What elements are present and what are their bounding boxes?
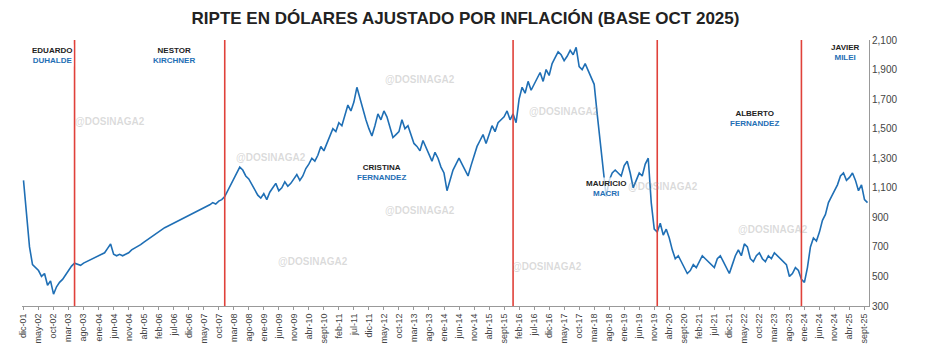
svg-text:sept-15: sept-15 xyxy=(499,314,509,344)
svg-text:JAVIERMILEI: JAVIERMILEI xyxy=(831,43,860,62)
svg-text:mar-03: mar-03 xyxy=(63,314,73,343)
svg-text:may-22: may-22 xyxy=(739,314,749,344)
svg-text:feb-21: feb-21 xyxy=(694,314,704,340)
svg-text:CRISTINAFERNANDEZ: CRISTINAFERNANDEZ xyxy=(357,163,406,182)
svg-text:dic-16: dic-16 xyxy=(544,314,554,339)
svg-text:2,100: 2,100 xyxy=(872,35,897,46)
svg-text:nov-14: nov-14 xyxy=(469,314,479,342)
svg-text:abr-15: abr-15 xyxy=(484,314,494,340)
svg-text:jun-14: jun-14 xyxy=(454,314,464,340)
svg-text:jun-24: jun-24 xyxy=(814,314,824,340)
svg-text:sept-20: sept-20 xyxy=(679,314,689,344)
svg-text:ago-23: ago-23 xyxy=(784,314,794,342)
svg-text:abr-20: abr-20 xyxy=(664,314,674,340)
svg-text:@DOSINAGA2: @DOSINAGA2 xyxy=(75,116,145,127)
svg-text:mar-13: mar-13 xyxy=(409,314,419,343)
svg-text:may-17: may-17 xyxy=(559,314,569,344)
svg-text:jun-09: jun-09 xyxy=(274,314,284,340)
svg-text:oct-07: oct-07 xyxy=(214,314,224,339)
svg-text:oct-22: oct-22 xyxy=(754,314,764,339)
svg-text:mar-23: mar-23 xyxy=(769,314,779,343)
svg-text:sept-10: sept-10 xyxy=(319,314,329,344)
svg-text:nov-24: nov-24 xyxy=(829,314,839,342)
svg-text:nov-04: nov-04 xyxy=(124,314,134,342)
svg-text:abr-10: abr-10 xyxy=(304,314,314,340)
svg-text:1,500: 1,500 xyxy=(872,123,897,134)
svg-text:1,900: 1,900 xyxy=(872,64,897,75)
svg-text:RIPTE EN DÓLARES AJUSTADO POR: RIPTE EN DÓLARES AJUSTADO POR INFLACIÓN … xyxy=(192,9,740,28)
svg-text:ene-04: ene-04 xyxy=(94,314,104,342)
svg-text:@DOSINAGA2: @DOSINAGA2 xyxy=(628,181,698,192)
svg-text:ALBERTOFERNANDEZ: ALBERTOFERNANDEZ xyxy=(730,109,779,128)
svg-text:sept-25: sept-25 xyxy=(859,314,869,344)
svg-text:jun-04: jun-04 xyxy=(109,314,119,340)
svg-text:@DOSINAGA2: @DOSINAGA2 xyxy=(512,261,582,272)
svg-text:oct-17: oct-17 xyxy=(574,314,584,339)
svg-text:abr-25: abr-25 xyxy=(844,314,854,340)
svg-text:1,700: 1,700 xyxy=(872,94,897,105)
svg-text:MAURICIOMACRI: MAURICIOMACRI xyxy=(586,179,626,198)
svg-text:jul-06: jul-06 xyxy=(169,314,179,337)
svg-text:mar-08: mar-08 xyxy=(229,314,239,343)
svg-text:feb-06: feb-06 xyxy=(154,314,164,340)
svg-text:ene-14: ene-14 xyxy=(439,314,449,342)
svg-text:nov-19: nov-19 xyxy=(649,314,659,342)
svg-text:@DOSINAGA2: @DOSINAGA2 xyxy=(278,256,348,267)
svg-text:@DOSINAGA2: @DOSINAGA2 xyxy=(385,74,455,85)
svg-text:feb-16: feb-16 xyxy=(514,314,524,340)
svg-text:may-07: may-07 xyxy=(199,314,209,344)
svg-text:may-02: may-02 xyxy=(33,314,43,344)
svg-text:ago-08: ago-08 xyxy=(244,314,254,342)
svg-text:dic-01: dic-01 xyxy=(18,314,28,339)
svg-text:1,300: 1,300 xyxy=(872,153,897,164)
svg-text:ago-03: ago-03 xyxy=(78,314,88,342)
svg-text:ago-18: ago-18 xyxy=(604,314,614,342)
svg-text:@DOSINAGA2: @DOSINAGA2 xyxy=(385,205,455,216)
svg-text:dic-11: dic-11 xyxy=(364,314,374,338)
svg-text:jul-16: jul-16 xyxy=(529,314,539,337)
svg-text:jun-19: jun-19 xyxy=(634,314,644,340)
svg-text:900: 900 xyxy=(872,212,889,223)
svg-text:700: 700 xyxy=(872,241,889,252)
svg-text:dic-06: dic-06 xyxy=(184,314,194,339)
svg-text:oct-12: oct-12 xyxy=(394,314,404,339)
svg-text:ene-09: ene-09 xyxy=(259,314,269,342)
svg-text:EDUARDODUHALDE: EDUARDODUHALDE xyxy=(32,46,72,65)
svg-text:jul-11: jul-11 xyxy=(349,314,359,336)
svg-text:ene-24: ene-24 xyxy=(799,314,809,342)
svg-text:dic-21: dic-21 xyxy=(724,314,734,339)
svg-text:NESTORKIRCHNER: NESTORKIRCHNER xyxy=(153,46,195,65)
svg-text:@DOSINAGA2: @DOSINAGA2 xyxy=(236,152,306,163)
svg-text:ene-19: ene-19 xyxy=(619,314,629,342)
svg-text:jul-21: jul-21 xyxy=(709,314,719,337)
svg-text:feb-11: feb-11 xyxy=(334,314,344,339)
svg-text:@DOSINAGA2: @DOSINAGA2 xyxy=(738,224,808,235)
svg-text:oct-02: oct-02 xyxy=(48,314,58,339)
svg-text:@DOSINAGA2: @DOSINAGA2 xyxy=(529,106,599,117)
svg-text:ago-13: ago-13 xyxy=(424,314,434,342)
svg-text:300: 300 xyxy=(872,301,889,312)
svg-text:nov-09: nov-09 xyxy=(289,314,299,342)
svg-text:mar-18: mar-18 xyxy=(589,314,599,343)
svg-text:may-12: may-12 xyxy=(379,314,389,344)
svg-text:500: 500 xyxy=(872,271,889,282)
svg-text:1,100: 1,100 xyxy=(872,182,897,193)
svg-text:abr-05: abr-05 xyxy=(139,314,149,340)
